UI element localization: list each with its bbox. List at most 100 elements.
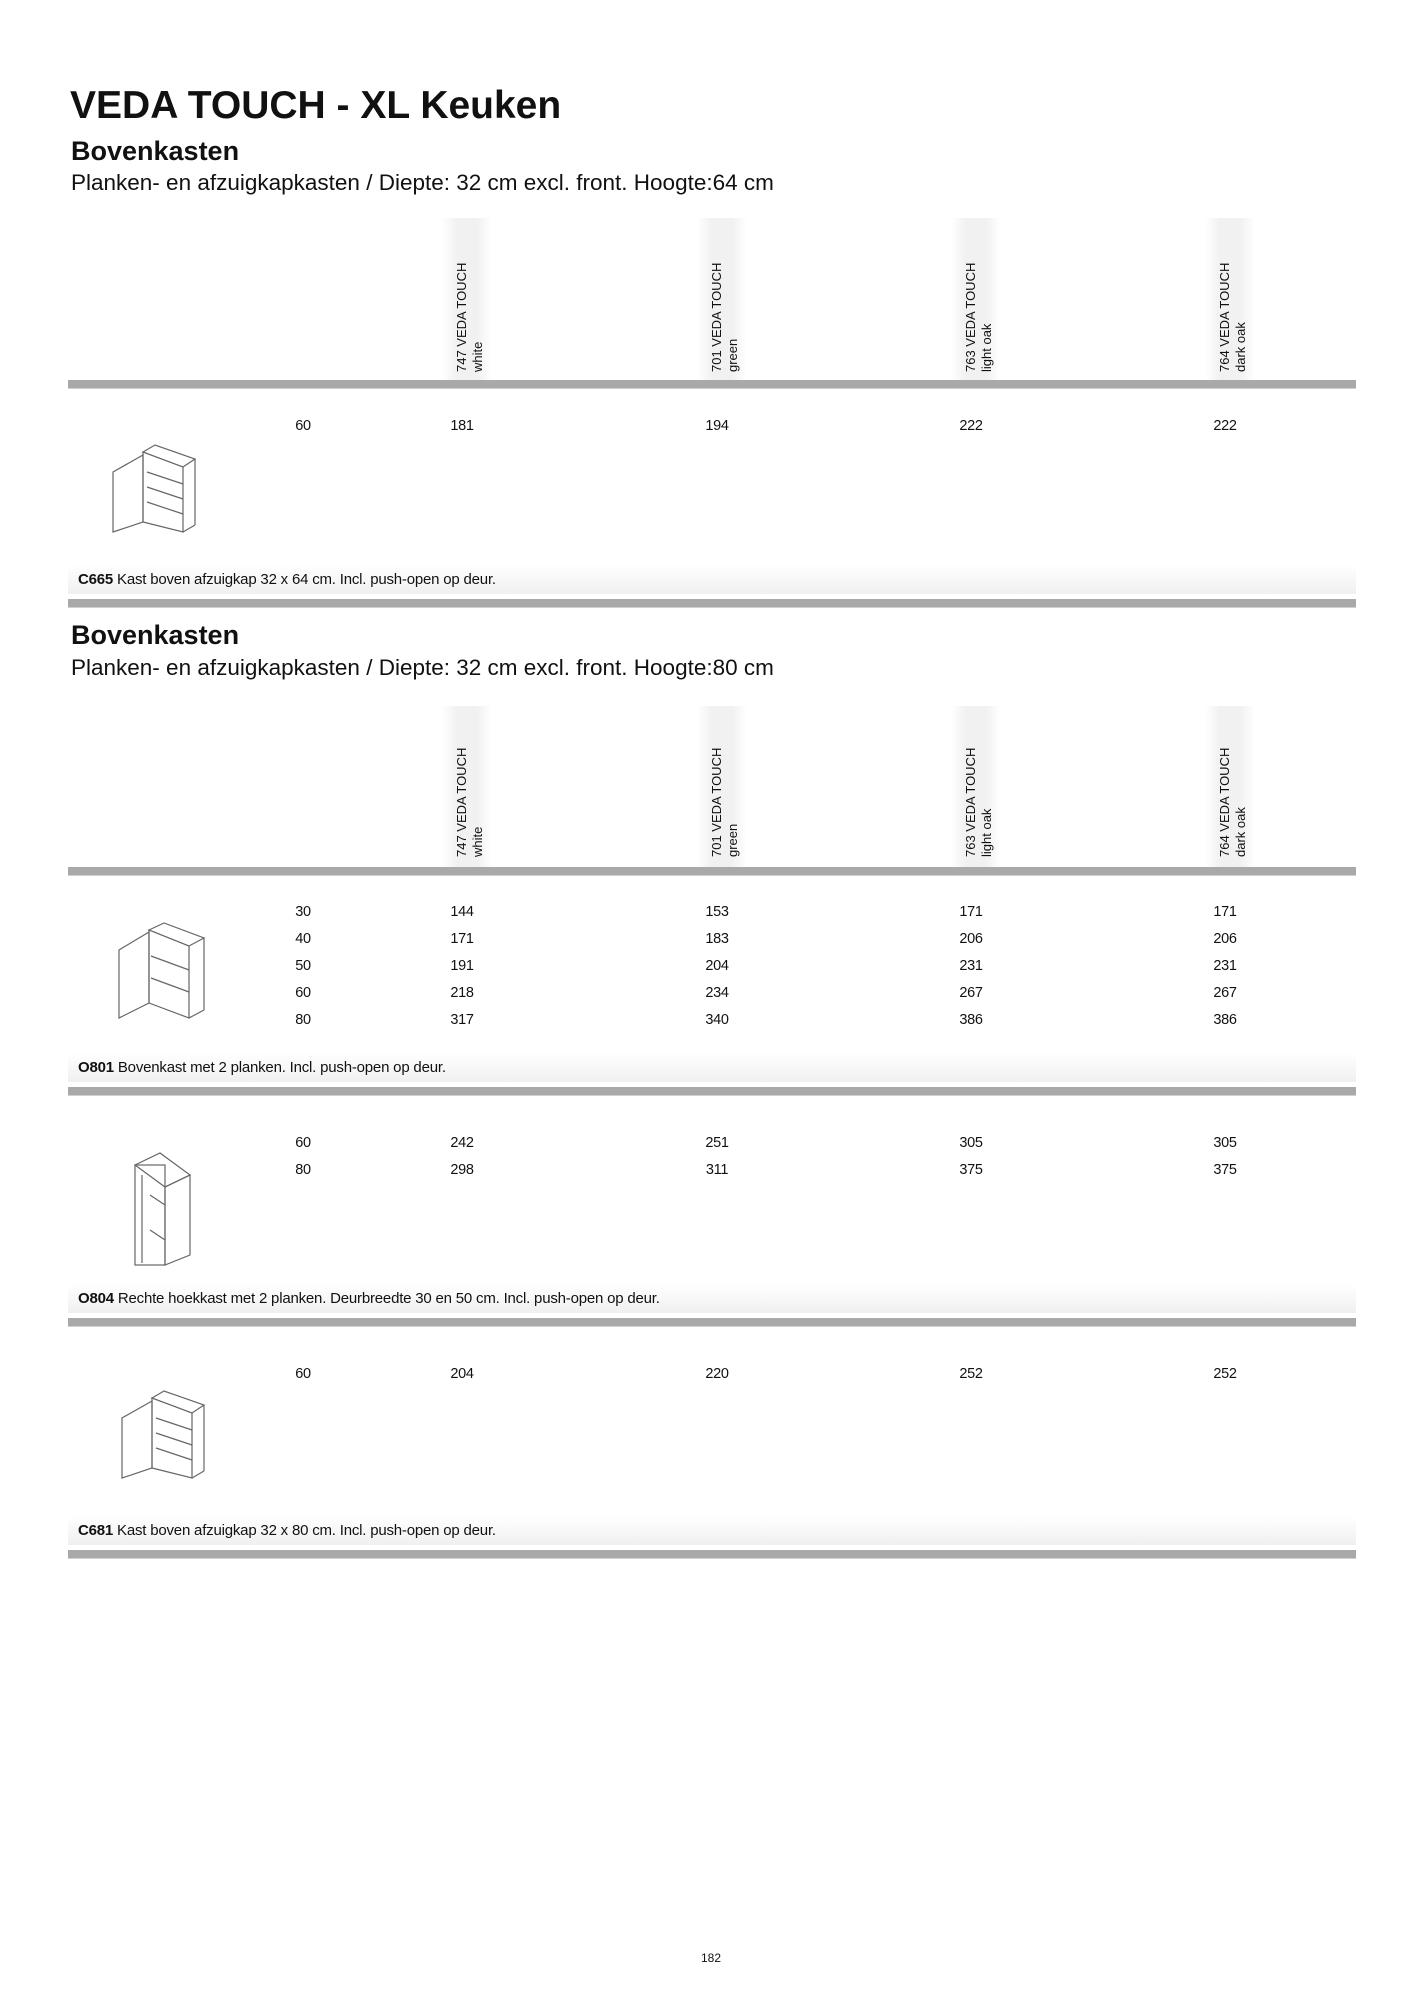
product-description: C665 Kast boven afzuigkap 32 x 64 cm. In…	[78, 571, 496, 588]
price-cell: 220	[705, 1366, 729, 1382]
product-description: O801 Bovenkast met 2 planken. Incl. push…	[78, 1059, 446, 1076]
column-header-code: 764 VEDA TOUCH	[1217, 262, 1232, 372]
product-code: O801	[78, 1059, 114, 1076]
column-header-code: 763 VEDA TOUCH	[963, 747, 978, 857]
price-cell: 183	[705, 931, 729, 947]
price-cell: 222	[959, 418, 983, 434]
price-cell: 218	[450, 985, 474, 1001]
section-heading: Bovenkasten	[71, 136, 240, 166]
column-header-background	[951, 706, 1001, 867]
price-cell: 305	[1213, 1135, 1237, 1151]
size-cell: 60	[295, 1135, 311, 1151]
section-subtitle: Planken- en afzuigkapkasten / Diepte: 32…	[71, 170, 774, 195]
price-cell: 204	[450, 1366, 474, 1382]
product-divider	[68, 1550, 1356, 1559]
product-divider	[68, 1087, 1356, 1096]
price-cell: 171	[959, 904, 983, 920]
price-cell: 231	[959, 958, 983, 974]
column-header-color: green	[725, 338, 740, 372]
price-cell: 206	[1213, 931, 1237, 947]
product-description-row	[68, 1053, 1356, 1082]
price-cell: 181	[450, 418, 474, 434]
price-cell: 171	[450, 931, 474, 947]
price-cell: 375	[959, 1162, 983, 1178]
column-header-code: 747 VEDA TOUCH	[454, 747, 469, 857]
price-cell: 206	[959, 931, 983, 947]
price-cell: 222	[1213, 418, 1237, 434]
column-header-background	[1205, 218, 1255, 380]
wall-cabinet-icon	[109, 918, 219, 1048]
column-header-background	[442, 218, 492, 380]
size-cell: 50	[295, 958, 311, 974]
column-header-code: 747 VEDA TOUCH	[454, 262, 469, 372]
price-cell: 171	[1213, 904, 1237, 920]
product-text: Bovenkast met 2 planken. Incl. push-open…	[117, 1059, 446, 1076]
column-header: 701 VEDA TOUCH green	[709, 263, 741, 372]
product-description-row	[68, 1284, 1356, 1313]
price-cell: 317	[450, 1012, 474, 1028]
column-header-code: 701 VEDA TOUCH	[709, 262, 724, 372]
price-cell: 305	[959, 1135, 983, 1151]
column-header: 763 VEDA TOUCH light oak	[963, 263, 995, 372]
column-header: 747 VEDA TOUCH white	[454, 748, 486, 857]
price-cell: 153	[705, 904, 729, 920]
hood-cabinet-icon	[103, 437, 213, 567]
hood-cabinet-icon	[112, 1383, 222, 1513]
column-header-code: 701 VEDA TOUCH	[709, 747, 724, 857]
product-description: C681 Kast boven afzuigkap 32 x 80 cm. In…	[78, 1522, 496, 1539]
price-cell: 231	[1213, 958, 1237, 974]
price-cell: 191	[450, 958, 474, 974]
column-header-color: light oak	[979, 323, 994, 372]
price-cell: 242	[450, 1135, 474, 1151]
product-text: Kast boven afzuigkap 32 x 80 cm. Incl. p…	[117, 1522, 496, 1539]
column-header: 764 VEDA TOUCH dark oak	[1217, 748, 1249, 857]
column-header-background	[697, 706, 747, 867]
section-heading: Bovenkasten	[71, 620, 240, 650]
section-subtitle: Planken- en afzuigkapkasten / Diepte: 32…	[71, 655, 774, 680]
price-cell: 267	[1213, 985, 1237, 1001]
column-header: 747 VEDA TOUCH white	[454, 263, 486, 372]
corner-cabinet-icon	[120, 1145, 230, 1275]
size-cell: 80	[295, 1012, 311, 1028]
price-cell: 252	[959, 1366, 983, 1382]
price-cell: 375	[1213, 1162, 1237, 1178]
column-header: 764 VEDA TOUCH dark oak	[1217, 263, 1249, 372]
size-cell: 30	[295, 904, 311, 920]
price-cell: 386	[959, 1012, 983, 1028]
header-divider	[68, 380, 1356, 389]
product-divider	[68, 1318, 1356, 1327]
column-header-background	[1205, 706, 1255, 867]
product-description: O804 Rechte hoekkast met 2 planken. Deur…	[78, 1290, 660, 1307]
size-cell: 60	[295, 1366, 311, 1382]
column-header-code: 764 VEDA TOUCH	[1217, 747, 1232, 857]
product-code: C681	[78, 1522, 114, 1539]
product-description-row	[68, 1516, 1356, 1545]
column-header-color: light oak	[979, 808, 994, 857]
product-text: Kast boven afzuigkap 32 x 64 cm. Incl. p…	[117, 571, 496, 588]
size-cell: 60	[295, 985, 311, 1001]
size-cell: 80	[295, 1162, 311, 1178]
product-description-row	[68, 565, 1356, 594]
size-cell: 40	[295, 931, 311, 947]
column-header: 701 VEDA TOUCH green	[709, 748, 741, 857]
product-divider	[68, 599, 1356, 608]
column-header-color: dark oak	[1233, 807, 1248, 857]
price-cell: 252	[1213, 1366, 1237, 1382]
product-code: O804	[78, 1290, 114, 1307]
price-cell: 234	[705, 985, 729, 1001]
column-header-color: green	[725, 823, 740, 857]
size-cell: 60	[295, 418, 311, 434]
page-title: VEDA TOUCH - XL Keuken	[70, 84, 562, 127]
column-header-color: white	[470, 826, 485, 857]
column-header: 763 VEDA TOUCH light oak	[963, 748, 995, 857]
price-cell: 267	[959, 985, 983, 1001]
column-header-color: dark oak	[1233, 322, 1248, 372]
column-header-code: 763 VEDA TOUCH	[963, 262, 978, 372]
price-cell: 144	[450, 904, 474, 920]
page-number: 182	[701, 1951, 722, 1965]
price-cell: 298	[450, 1162, 474, 1178]
column-header-color: white	[470, 341, 485, 372]
product-text: Rechte hoekkast met 2 planken. Deurbreed…	[117, 1290, 660, 1307]
price-cell: 340	[705, 1012, 729, 1028]
header-divider	[68, 867, 1356, 876]
